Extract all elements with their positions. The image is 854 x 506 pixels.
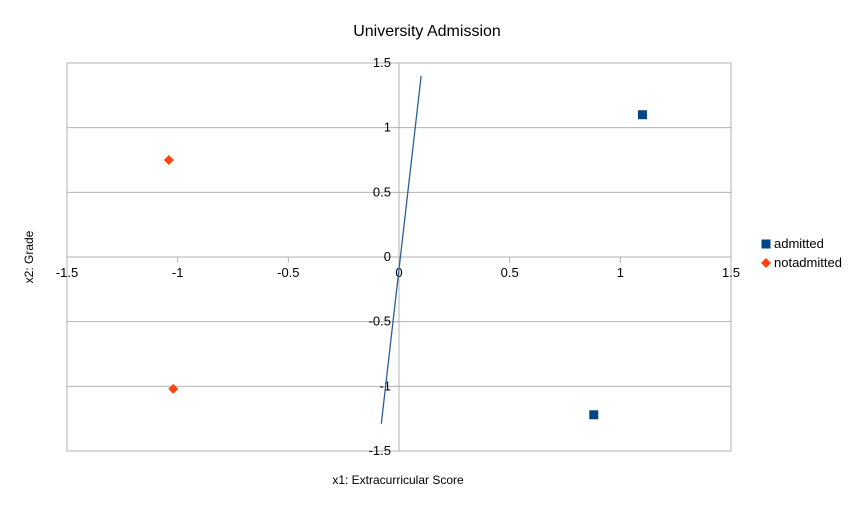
y-tick-label: -1.5 bbox=[369, 443, 391, 458]
x-tick-labels: -1.5-1-0.500.511.5 bbox=[56, 265, 740, 280]
x-tick-label: -0.5 bbox=[277, 265, 299, 280]
x-tick-label: 0.5 bbox=[501, 265, 519, 280]
boundary-line bbox=[380, 75, 422, 424]
x-tick-label: -1 bbox=[172, 265, 184, 280]
legend-marker-admitted bbox=[761, 239, 771, 249]
y-tick-label: 1 bbox=[384, 120, 391, 135]
legend: admitted notadmitted bbox=[761, 236, 842, 270]
x-tick-label: 1 bbox=[617, 265, 624, 280]
admitted-point bbox=[637, 110, 647, 120]
decision-boundary bbox=[380, 75, 422, 424]
notadmitted-point bbox=[163, 155, 174, 165]
legend-marker-notadmitted bbox=[761, 258, 771, 268]
y-axis-label: x2: Grade bbox=[22, 230, 36, 283]
y-tick-label: 1.5 bbox=[373, 55, 391, 70]
admitted-point bbox=[589, 410, 599, 420]
notadmitted-point bbox=[168, 383, 179, 394]
y-tick-label: -0.5 bbox=[369, 314, 391, 329]
x-tick-label: 1.5 bbox=[722, 265, 740, 280]
y-tick-label: 0 bbox=[384, 249, 391, 264]
axes bbox=[66, 62, 732, 452]
x-tick-label: -1.5 bbox=[56, 265, 78, 280]
legend-label-admitted: admitted bbox=[774, 236, 824, 251]
data-points bbox=[163, 110, 647, 420]
chart-title: University Admission bbox=[353, 23, 501, 40]
x-axis-label: x1: Extracurricular Score bbox=[332, 473, 464, 487]
legend-label-notadmitted: notadmitted bbox=[774, 255, 842, 270]
y-tick-label: 0.5 bbox=[373, 184, 391, 199]
